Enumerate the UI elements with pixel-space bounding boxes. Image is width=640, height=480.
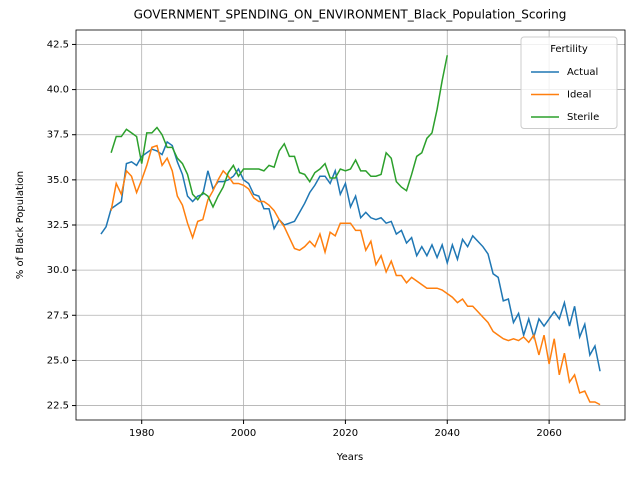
y-tick-label: 25.0	[47, 355, 69, 366]
legend-label: Sterile	[567, 112, 599, 123]
line-series	[100, 140, 601, 372]
y-tick-label: 30.0	[47, 265, 69, 276]
x-tick-label: 2020	[333, 428, 358, 439]
y-tick-label: 42.5	[47, 39, 69, 50]
x-tick-label: 2040	[435, 428, 460, 439]
y-tick-label: 35.0	[47, 175, 69, 186]
y-axis-label: % of Black Population	[15, 171, 26, 279]
y-tick-label: 40.0	[47, 85, 69, 96]
x-tick-label: 1980	[129, 428, 154, 439]
x-tick-label: 2000	[231, 428, 256, 439]
legend-label: Actual	[567, 67, 598, 78]
legend-label: Ideal	[567, 90, 591, 101]
line-series	[110, 144, 601, 406]
x-tick-label: 2060	[536, 428, 561, 439]
x-axis-label: Years	[336, 452, 363, 463]
legend-title: Fertility	[550, 44, 588, 55]
line-series	[110, 55, 448, 209]
plot-frame	[75, 29, 626, 421]
chart-title: GOVERNMENT_SPENDING_ON_ENVIRONMENT_Black…	[134, 8, 567, 22]
y-tick-label: 27.5	[47, 310, 69, 321]
legend-box	[520, 36, 618, 129]
y-tick-label: 22.5	[47, 401, 69, 412]
y-tick-label: 32.5	[47, 220, 69, 231]
y-tick-label: 37.5	[47, 130, 69, 141]
